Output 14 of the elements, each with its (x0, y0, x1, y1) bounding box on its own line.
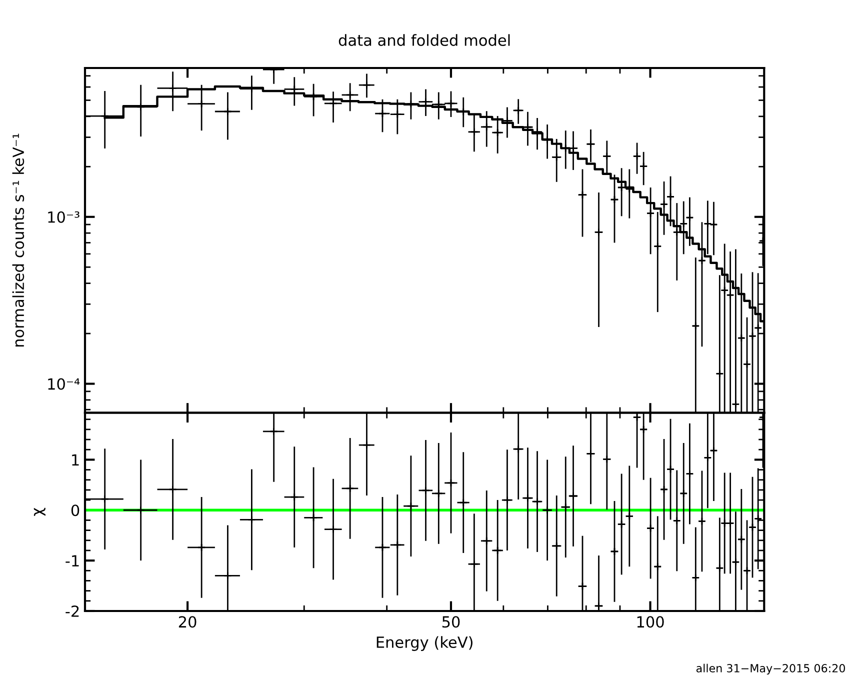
x-tick-label: 50 (442, 616, 460, 628)
x-tick-label: 20 (178, 616, 196, 628)
chart-title: data and folded model (338, 34, 510, 46)
y-tick-label: 10⁻⁴ (48, 378, 80, 390)
y-axis-title: χ (34, 508, 46, 516)
y-tick-label: 10⁻³ (48, 211, 80, 223)
x-tick-label: 100 (637, 616, 664, 628)
y-tick-label: -1 (66, 555, 79, 566)
y-axis-title: normalized counts s⁻¹ keV⁻¹ (12, 134, 24, 347)
y-tick-label: 1 (72, 454, 79, 466)
x-axis-title: Energy (keV) (376, 636, 472, 651)
y-tick-label: 0 (71, 504, 80, 516)
text: allen 31−May−2015 06:20 (696, 664, 846, 675)
y-tick-label: -2 (66, 605, 79, 617)
